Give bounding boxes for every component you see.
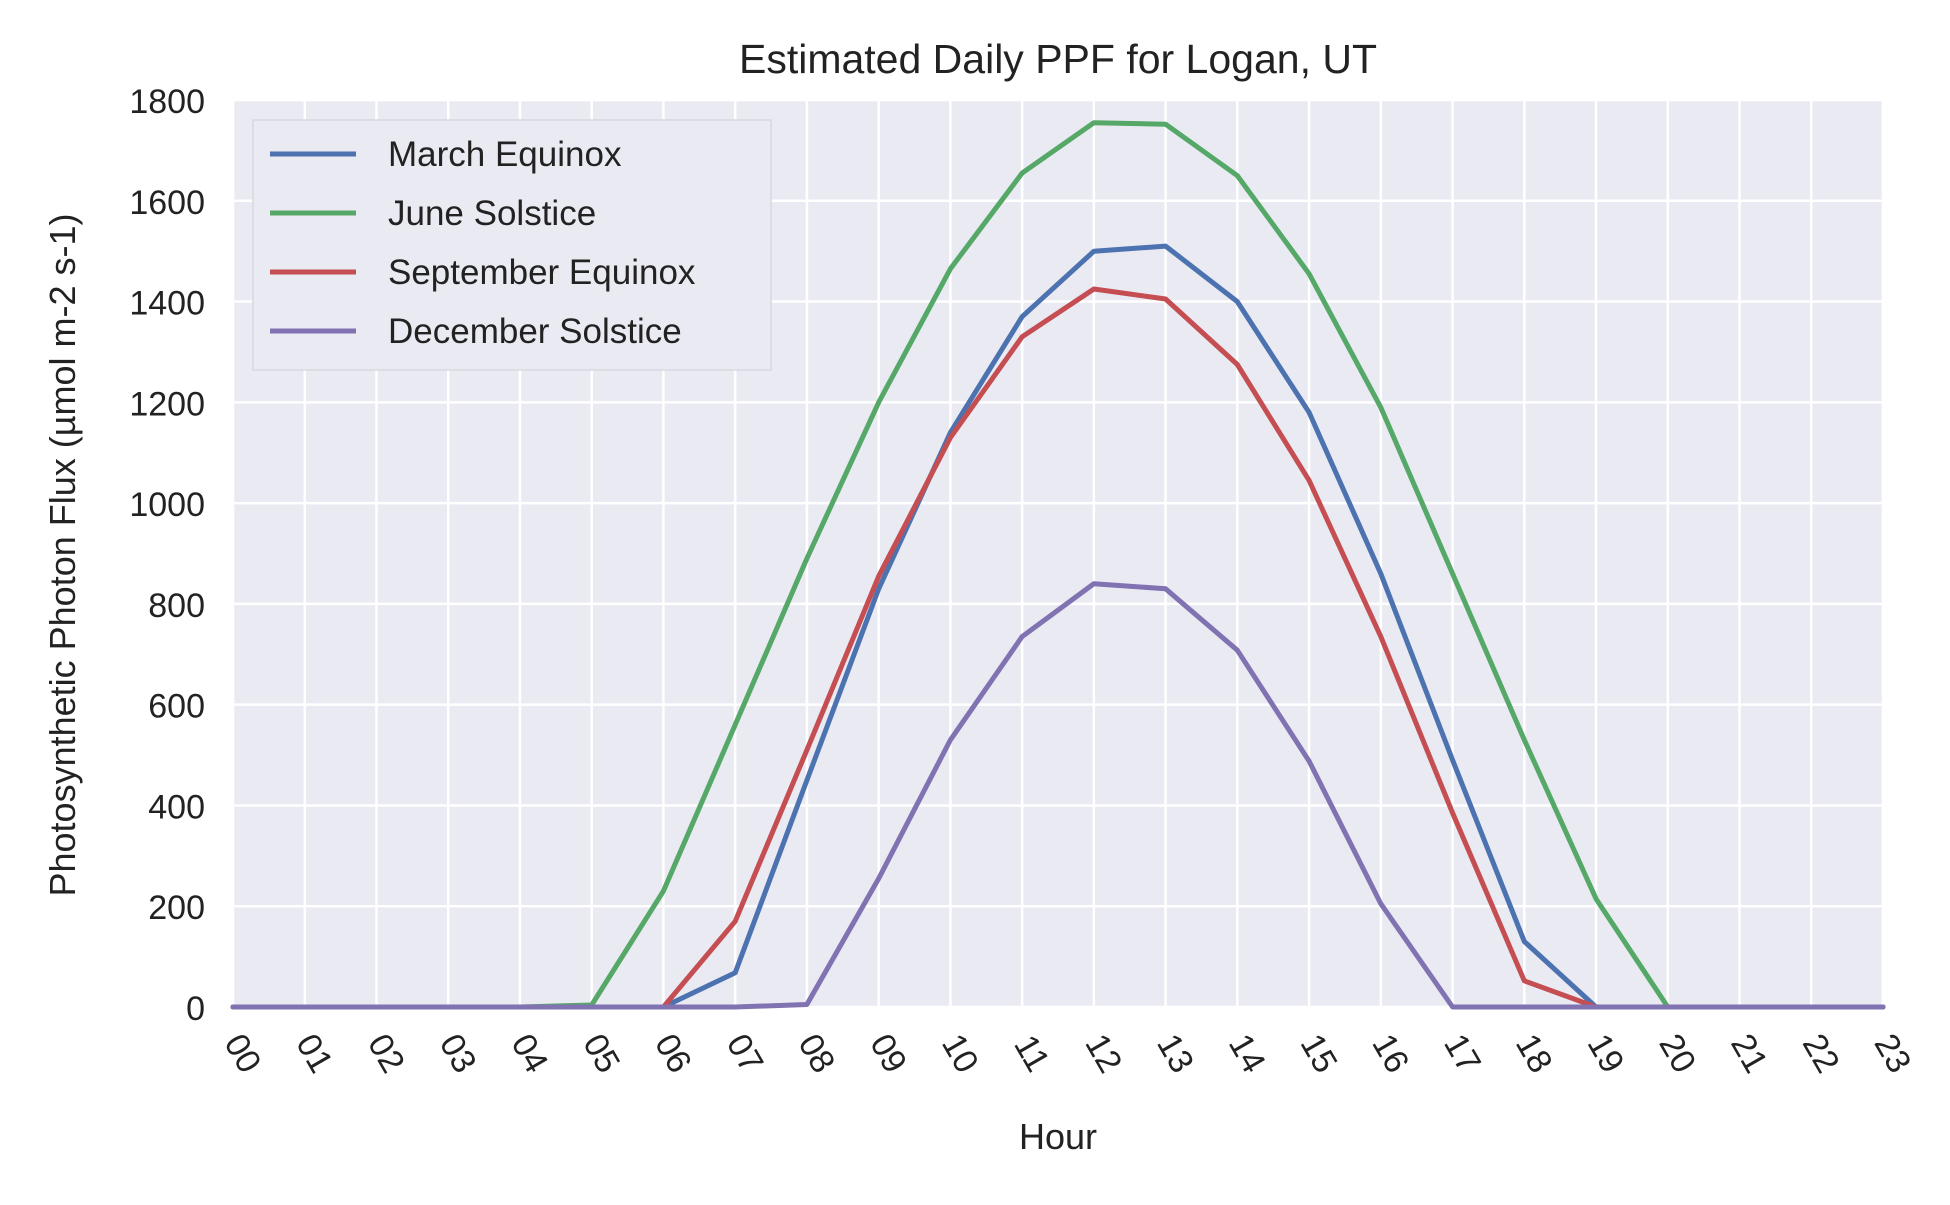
- x-tick-label: 04: [504, 1028, 556, 1080]
- legend-label: December Solstice: [388, 312, 682, 351]
- x-tick-label: 06: [647, 1028, 699, 1080]
- y-tick-label: 1000: [129, 486, 205, 524]
- x-tick-label: 08: [791, 1028, 843, 1080]
- x-tick-label: 07: [719, 1028, 771, 1080]
- y-axis-label: Photosynthetic Photon Flux (µmol m-2 s-1…: [42, 214, 83, 897]
- x-tick-label: 17: [1436, 1028, 1488, 1080]
- x-tick-label: 12: [1077, 1028, 1129, 1080]
- y-tick-label: 0: [186, 990, 205, 1028]
- legend-label: June Solstice: [388, 194, 596, 233]
- y-tick-label: 1400: [129, 285, 205, 323]
- series-lines: [230, 120, 1886, 1010]
- x-tick-label: 03: [432, 1028, 484, 1080]
- x-tick-labels: 00 01 02 03 04 05 06 07 08 09 10 11 12 13 14 15 16 17 18 19…: [217, 1028, 1919, 1080]
- legend: March Equinox June Solstice September Equi…: [252, 119, 772, 371]
- legend-box: [252, 119, 772, 371]
- x-tick-label: 02: [360, 1028, 412, 1080]
- chart-title: Estimated Daily PPF for Logan, UT: [739, 36, 1377, 82]
- y-tick-label: 800: [148, 587, 205, 625]
- series-line-3: [230, 581, 1886, 1010]
- legend-label: September Equinox: [388, 253, 696, 292]
- x-tick-label: 19: [1580, 1028, 1632, 1080]
- y-tick-label: 600: [148, 688, 205, 726]
- x-tick-label: 22: [1795, 1028, 1847, 1080]
- x-tick-label: 23: [1867, 1028, 1919, 1080]
- y-tick-label: 1800: [129, 83, 205, 121]
- x-tick-label: 21: [1723, 1028, 1775, 1080]
- x-tick-label: 00: [217, 1028, 269, 1080]
- y-tick-label: 1200: [129, 385, 205, 423]
- x-tick-label: 10: [934, 1028, 986, 1080]
- y-tick-labels: 0 200 400 600 800 1000 1200 1400 1600 1800: [129, 83, 205, 1028]
- legend-label: March Equinox: [388, 135, 622, 174]
- x-tick-label: 15: [1293, 1028, 1345, 1080]
- x-axis-label: Hour: [1019, 1116, 1097, 1157]
- x-tick-label: 18: [1508, 1028, 1560, 1080]
- x-tick-label: 13: [1149, 1028, 1201, 1080]
- x-tick-label: 09: [862, 1028, 914, 1080]
- y-tick-label: 200: [148, 889, 205, 927]
- x-tick-label: 20: [1651, 1028, 1703, 1080]
- y-tick-label: 400: [148, 788, 205, 826]
- x-tick-label: 01: [288, 1028, 340, 1080]
- x-tick-label: 16: [1364, 1028, 1416, 1080]
- x-tick-label: 14: [1221, 1028, 1273, 1080]
- x-tick-label: 11: [1006, 1029, 1057, 1079]
- x-tick-label: 05: [575, 1028, 627, 1080]
- y-tick-label: 1600: [129, 184, 205, 222]
